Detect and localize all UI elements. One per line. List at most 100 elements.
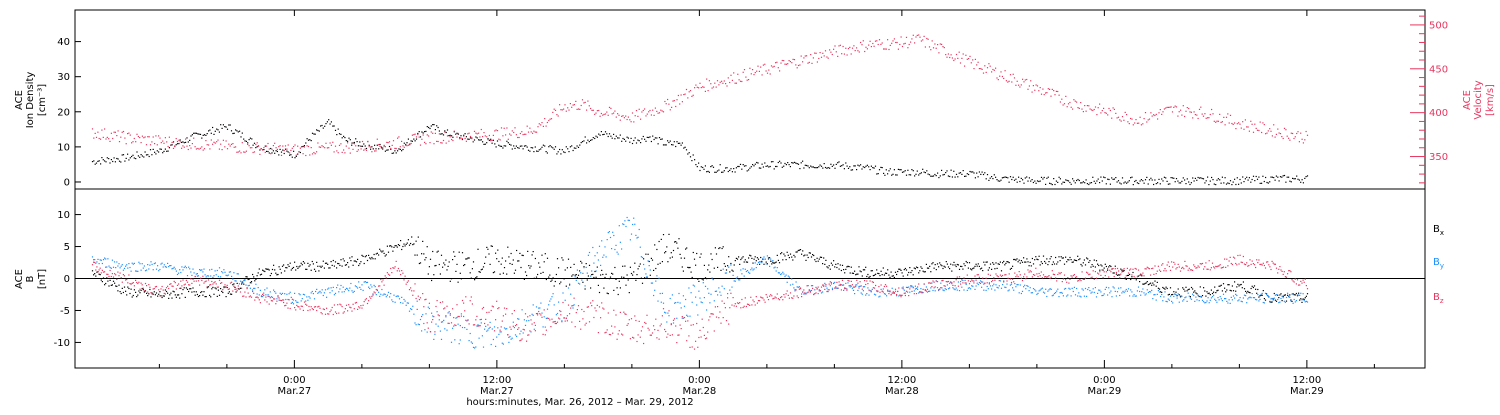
density-point bbox=[428, 127, 429, 128]
density-point bbox=[1184, 179, 1185, 180]
bz-point bbox=[123, 274, 124, 275]
bz-point bbox=[171, 286, 172, 287]
bx-point bbox=[549, 275, 550, 276]
bx-point bbox=[1063, 257, 1064, 258]
density-point bbox=[236, 130, 237, 131]
by-point bbox=[782, 272, 783, 273]
bx-point bbox=[1139, 281, 1140, 282]
bx-point bbox=[601, 270, 602, 271]
bx-point bbox=[398, 244, 399, 245]
velocity-point bbox=[122, 132, 123, 133]
bx-point bbox=[770, 261, 771, 262]
bz-point bbox=[454, 324, 455, 325]
bx-point bbox=[368, 255, 369, 256]
velocity-point bbox=[689, 91, 690, 92]
by-point bbox=[1256, 299, 1257, 300]
bx-point bbox=[324, 268, 325, 269]
bz-point bbox=[570, 308, 571, 309]
bx-point bbox=[1004, 264, 1005, 265]
bz-point bbox=[932, 280, 933, 281]
bz-point bbox=[120, 273, 121, 274]
density-point bbox=[832, 166, 833, 167]
by-point bbox=[716, 291, 717, 292]
velocity-point bbox=[1027, 89, 1028, 90]
bz-point bbox=[375, 292, 376, 293]
velocity-point bbox=[760, 67, 761, 68]
bz-point bbox=[828, 289, 829, 290]
by-point bbox=[881, 289, 882, 290]
velocity-point bbox=[423, 134, 424, 135]
bx-point bbox=[1151, 285, 1152, 286]
bx-point bbox=[874, 275, 875, 276]
bx-point bbox=[1303, 298, 1304, 299]
bz-point bbox=[365, 299, 366, 300]
velocity-point bbox=[417, 134, 418, 135]
by-point bbox=[1122, 291, 1123, 292]
density-point bbox=[979, 171, 980, 172]
bx-point bbox=[727, 265, 728, 266]
by-point bbox=[192, 269, 193, 270]
density-point bbox=[1153, 184, 1154, 185]
bz-point bbox=[360, 305, 361, 306]
by-point bbox=[321, 292, 322, 293]
velocity-point bbox=[1025, 79, 1026, 80]
by-point bbox=[628, 220, 629, 221]
density-point bbox=[870, 169, 871, 170]
bz-point bbox=[955, 285, 956, 286]
bz-point bbox=[590, 302, 591, 303]
bz-point bbox=[393, 268, 394, 269]
density-point bbox=[358, 145, 359, 146]
bz-point bbox=[232, 291, 233, 292]
by-point bbox=[538, 308, 539, 309]
by-point bbox=[749, 273, 750, 274]
density-point bbox=[633, 140, 634, 141]
bz-point bbox=[264, 299, 265, 300]
by-point bbox=[821, 292, 822, 293]
bz-point bbox=[800, 288, 801, 289]
density-point bbox=[739, 166, 740, 167]
density-point bbox=[789, 164, 790, 165]
bx-point bbox=[676, 243, 677, 244]
by-point bbox=[500, 331, 501, 332]
by-point bbox=[420, 319, 421, 320]
velocity-point bbox=[1281, 136, 1282, 137]
bx-point bbox=[1034, 259, 1035, 260]
by-point bbox=[455, 318, 456, 319]
density-point bbox=[999, 181, 1000, 182]
density-point bbox=[269, 152, 270, 153]
bz-point bbox=[177, 285, 178, 286]
by-point bbox=[274, 291, 275, 292]
bz-point bbox=[304, 302, 305, 303]
bz-point bbox=[284, 305, 285, 306]
bz-point bbox=[726, 320, 727, 321]
bx-point bbox=[459, 252, 460, 253]
density-point bbox=[1238, 184, 1239, 185]
bz-point bbox=[799, 289, 800, 290]
density-point bbox=[960, 172, 961, 173]
bx-point bbox=[1051, 256, 1052, 257]
bz-point bbox=[723, 317, 724, 318]
by-point bbox=[617, 252, 618, 253]
velocity-point bbox=[1108, 108, 1109, 109]
by-point bbox=[592, 247, 593, 248]
bx-point bbox=[663, 234, 664, 235]
bz-point bbox=[249, 296, 250, 297]
bz-point bbox=[660, 325, 661, 326]
by-point bbox=[1057, 289, 1058, 290]
by-point bbox=[1060, 292, 1061, 293]
density-point bbox=[753, 165, 754, 166]
by-point bbox=[319, 291, 320, 292]
by-point bbox=[421, 330, 422, 331]
bx-point bbox=[533, 251, 534, 252]
by-point bbox=[159, 269, 160, 270]
by-point bbox=[448, 312, 449, 313]
density-point bbox=[587, 140, 588, 141]
velocity-point bbox=[1142, 123, 1143, 124]
density-point bbox=[346, 140, 347, 141]
bx-point bbox=[260, 274, 261, 275]
bz-point bbox=[431, 322, 432, 323]
bz-point bbox=[746, 306, 747, 307]
velocity-point bbox=[656, 111, 657, 112]
bx-point bbox=[1072, 262, 1073, 263]
by-point bbox=[272, 297, 273, 298]
